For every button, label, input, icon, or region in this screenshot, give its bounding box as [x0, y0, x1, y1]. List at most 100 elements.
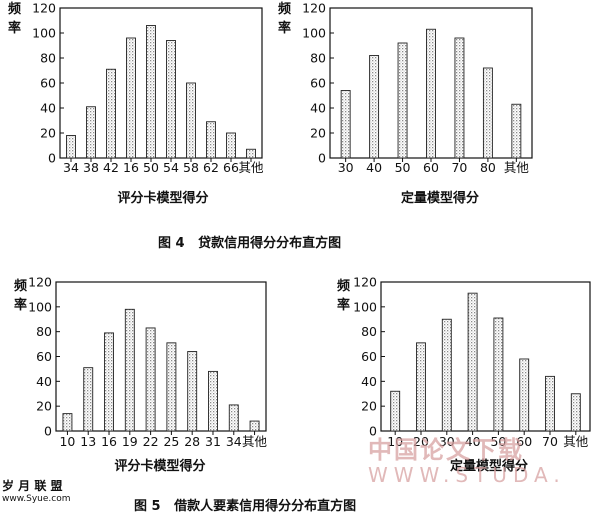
x-tick-label: 42: [103, 160, 119, 175]
y-tick-label: 20: [36, 399, 52, 414]
x-tick-label: 40: [366, 160, 382, 175]
bar-38: [86, 106, 96, 159]
y-tick-label: 40: [36, 374, 52, 389]
figure-4-caption: 图 4 贷款信用得分分布直方图: [158, 236, 342, 251]
y-tick-label: 120: [353, 275, 377, 290]
bar-62: [206, 121, 216, 159]
y-axis-label-2: 率: [278, 20, 291, 36]
bar-其他: [570, 393, 581, 432]
bar-54: [166, 40, 176, 159]
x-tick-label: 80: [480, 160, 496, 175]
x-tick-label: 50: [143, 160, 159, 175]
x-tick-label: 31: [205, 434, 221, 449]
x-tick-label: 62: [203, 160, 219, 175]
bar-其他: [249, 420, 260, 432]
bar-50: [146, 25, 156, 159]
bar-30: [441, 318, 452, 432]
bar-其他: [511, 103, 522, 159]
bar-16: [126, 37, 136, 159]
y-tick-label: 40: [40, 101, 56, 116]
y-tick-label: 20: [310, 126, 326, 141]
x-axis-title: 评分卡模型得分: [114, 458, 205, 474]
y-tick-label: 80: [40, 51, 56, 66]
bar-50: [397, 42, 408, 159]
bar-13: [83, 367, 94, 432]
x-tick-label: 10: [387, 434, 403, 449]
y-tick-label: 100: [32, 26, 56, 41]
x-tick-label: 28: [184, 434, 200, 449]
watermark-right-title: 中国论文下载: [368, 436, 524, 464]
bar-10: [390, 390, 401, 432]
x-tick-label: 38: [83, 160, 99, 175]
y-tick-label: 120: [32, 1, 56, 16]
bar-10: [62, 413, 73, 432]
x-tick-label: 30: [338, 160, 354, 175]
y-tick-label: 80: [361, 324, 377, 339]
x-axis-title: 定量模型得分: [449, 458, 528, 474]
x-tick-label: 54: [163, 160, 179, 175]
bar-66: [226, 132, 236, 159]
bar-40: [369, 55, 380, 159]
x-tick-label: 40: [465, 434, 481, 449]
y-tick-label: 20: [361, 399, 377, 414]
y-axis-label-1: 频: [278, 1, 291, 17]
x-tick-label: 50: [395, 160, 411, 175]
x-tick-label: 60: [423, 160, 439, 175]
y-tick-label: 80: [36, 324, 52, 339]
y-axis-label-1: 频: [8, 1, 21, 17]
x-tick-label: 10: [59, 434, 75, 449]
bar-20: [416, 342, 426, 432]
x-tick-label: 60: [516, 434, 532, 449]
y-axis-label-1: 频: [14, 278, 27, 294]
y-tick-label: 40: [361, 374, 377, 389]
y-tick-label: 60: [310, 76, 326, 91]
figure-5-caption: 图 5 借款人要素信用得分分布直方图: [134, 499, 357, 514]
watermark-left-url: www.Syue.com: [2, 494, 71, 504]
x-tick-label: 50: [490, 434, 506, 449]
x-tick-label: 19: [122, 434, 138, 449]
y-axis-label-1: 频: [337, 278, 350, 294]
y-tick-label: 120: [28, 275, 52, 290]
bar-25: [166, 342, 177, 432]
x-tick-label: 30: [439, 434, 455, 449]
y-tick-label: 60: [361, 349, 377, 364]
bar-30: [340, 90, 351, 159]
y-tick-label: 120: [302, 1, 326, 16]
x-tick-label: 70: [542, 434, 558, 449]
watermark-right-url: WWW.STUDA.: [368, 463, 566, 487]
bar-42: [106, 68, 116, 159]
bar-31: [208, 370, 218, 432]
x-tick-label: 其他: [504, 160, 530, 175]
y-tick-label: 60: [36, 349, 52, 364]
watermark-right: 中国论文下载 WWW.STUDA.: [368, 430, 566, 487]
bar-60: [426, 28, 436, 159]
x-tick-label: 34: [226, 434, 242, 449]
watermark-left-title: 岁 月 联 盟: [2, 479, 63, 493]
x-tick-label: 16: [101, 434, 117, 449]
y-tick-label: 0: [318, 151, 326, 166]
bar-19: [124, 308, 135, 432]
x-tick-label: 34: [63, 160, 79, 175]
bar-其他: [246, 148, 256, 159]
x-tick-label: 22: [143, 434, 159, 449]
bar-22: [145, 327, 156, 432]
y-tick-label: 100: [28, 299, 52, 314]
x-tick-label: 58: [183, 160, 199, 175]
bar-70: [454, 37, 465, 159]
y-tick-label: 0: [369, 424, 377, 439]
x-tick-label: 70: [451, 160, 467, 175]
x-axis-title: 评分卡模型得分: [117, 190, 208, 206]
x-tick-label: 20: [413, 434, 429, 449]
bar-60: [519, 358, 530, 432]
x-tick-label: 其他: [563, 434, 589, 449]
x-tick-label: 16: [123, 160, 139, 175]
x-tick-label: 其他: [242, 434, 268, 449]
bar-28: [187, 351, 198, 432]
bar-50: [493, 317, 504, 432]
y-tick-label: 100: [302, 26, 326, 41]
bar-70: [545, 375, 555, 432]
y-axis-label-2: 率: [337, 297, 350, 313]
